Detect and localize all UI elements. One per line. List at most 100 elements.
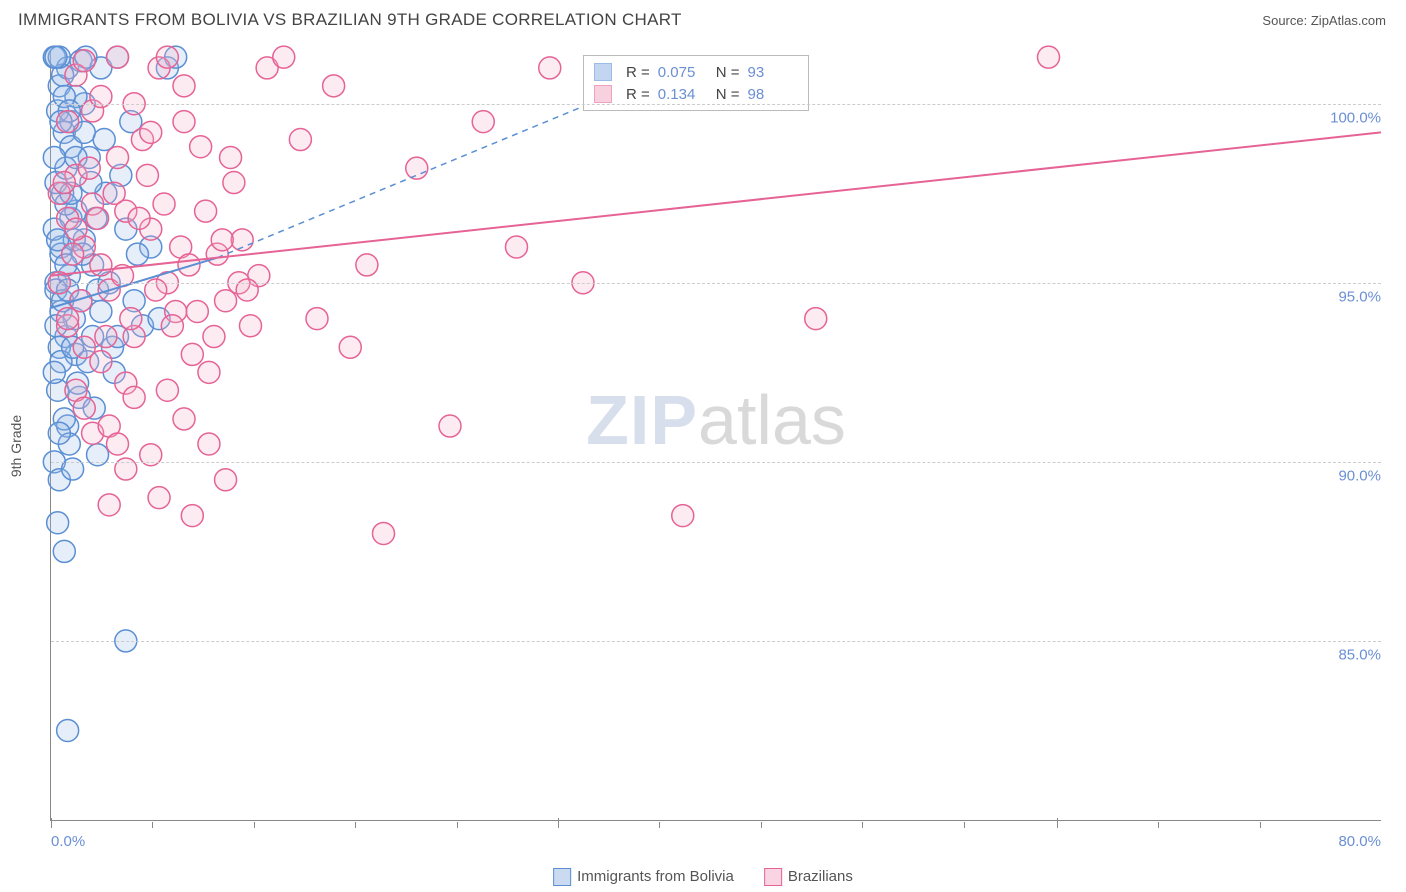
data-point [47,512,69,534]
ytick-label: 95.0% [1334,288,1385,305]
r-value: 0.134 [658,86,708,103]
xtick-label: 80.0% [1338,833,1381,850]
data-point [223,172,245,194]
data-point [107,433,129,455]
data-point [98,494,120,516]
data-point [73,397,95,419]
xtick [355,822,356,828]
legend-row: R =0.134N =98 [594,83,798,105]
data-point [156,46,178,68]
legend-label: Immigrants from Bolivia [577,868,734,885]
xtick [1260,822,1261,828]
source-attribution: Source: ZipAtlas.com [1262,13,1386,28]
n-value: 93 [748,64,798,81]
data-point [95,326,117,348]
legend-swatch [553,868,571,886]
xtick [1057,818,1058,828]
data-point [173,75,195,97]
chart-title: IMMIGRANTS FROM BOLIVIA VS BRAZILIAN 9TH… [18,10,682,30]
data-point [240,315,262,337]
legend-item: Immigrants from Bolivia [553,868,734,886]
data-point [173,408,195,430]
xtick [964,822,965,828]
data-point [161,315,183,337]
data-point [73,336,95,358]
data-point [220,146,242,168]
data-point [78,157,100,179]
data-point [90,300,112,322]
data-point [215,469,237,491]
data-point [90,254,112,276]
xtick [51,818,52,828]
data-point [73,50,95,72]
data-point [190,136,212,158]
data-point [128,207,150,229]
xtick [558,818,559,828]
data-point [472,111,494,133]
n-value: 98 [748,86,798,103]
data-point [181,343,203,365]
xtick [254,822,255,828]
r-label: R = [626,64,650,81]
xtick [1158,822,1159,828]
correlation-legend-box: R =0.075N =93R =0.134N =98 [583,55,809,111]
data-point [107,146,129,168]
trend-line-extrapolated [217,86,633,258]
n-label: N = [716,64,740,81]
data-point [153,193,175,215]
scatter-svg [51,50,1381,820]
xtick [862,822,863,828]
data-point [136,164,158,186]
data-point [506,236,528,258]
xtick [457,822,458,828]
data-point [339,336,361,358]
data-point [156,379,178,401]
data-point [198,361,220,383]
data-point [43,146,65,168]
data-point [406,157,428,179]
data-point [107,46,129,68]
data-point [356,254,378,276]
data-point [57,719,79,741]
data-point [148,487,170,509]
data-point [65,218,87,240]
trend-line [51,132,1381,275]
chart-plot-area: ZIPatlas R =0.075N =93R =0.134N =98 100.… [50,50,1381,821]
data-point [672,505,694,527]
gridline [51,283,1381,284]
legend-swatch [594,63,612,81]
data-point [273,46,295,68]
xtick [152,822,153,828]
legend-label: Brazilians [788,868,853,885]
data-point [48,422,70,444]
data-point [195,200,217,222]
data-point [123,386,145,408]
legend-swatch [594,85,612,103]
gridline [51,104,1381,105]
legend-item: Brazilians [764,868,853,886]
ytick-label: 100.0% [1326,109,1385,126]
ytick-label: 85.0% [1334,646,1385,663]
data-point [211,229,233,251]
data-point [103,182,125,204]
data-point [323,75,345,97]
y-axis-label: 9th Grade [8,415,24,477]
data-point [62,243,84,265]
gridline [51,641,1381,642]
r-label: R = [626,86,650,103]
data-point [87,207,109,229]
data-point [805,308,827,330]
data-point [439,415,461,437]
data-point [373,522,395,544]
data-point [140,121,162,143]
ytick-label: 90.0% [1334,467,1385,484]
gridline [51,462,1381,463]
xtick [659,822,660,828]
data-point [289,129,311,151]
data-point [198,433,220,455]
data-point [126,243,148,265]
data-point [203,326,225,348]
legend-swatch [764,868,782,886]
data-point [53,172,75,194]
data-point [539,57,561,79]
